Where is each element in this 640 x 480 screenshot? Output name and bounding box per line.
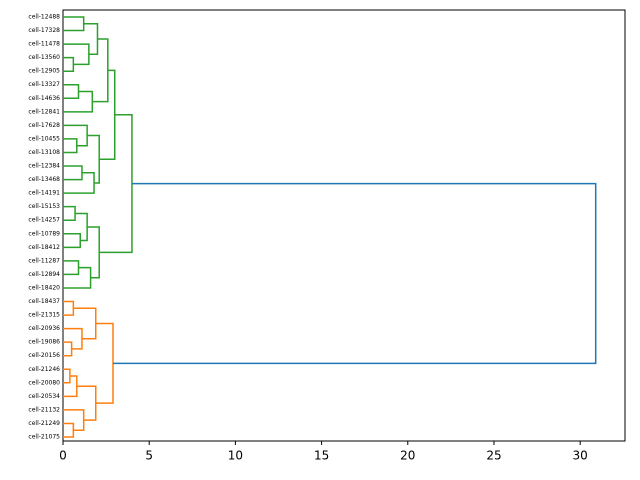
leaf-label: cell-12894 bbox=[28, 271, 60, 278]
link bbox=[63, 341, 73, 357]
x-tick-label: 30 bbox=[573, 449, 588, 463]
link bbox=[76, 385, 97, 421]
leaf-label: cell-18412 bbox=[28, 244, 60, 251]
link bbox=[63, 16, 85, 32]
leaf-label: cell-11478 bbox=[28, 41, 60, 48]
link bbox=[63, 56, 75, 72]
leaf-label: cell-12384 bbox=[28, 163, 60, 170]
link bbox=[99, 114, 133, 254]
link bbox=[87, 226, 100, 279]
x-tick-label: 20 bbox=[400, 449, 415, 463]
leaf-label: cell-12905 bbox=[28, 68, 60, 75]
leaf-label: cell-12488 bbox=[28, 14, 60, 21]
link bbox=[95, 322, 114, 404]
leaf-label: cell-13560 bbox=[28, 54, 60, 61]
link bbox=[75, 212, 88, 242]
link bbox=[63, 375, 78, 398]
leaf-label: cell-21249 bbox=[28, 420, 60, 427]
link bbox=[63, 43, 90, 66]
leaf-label: cell-14636 bbox=[28, 95, 60, 102]
leaf-label: cell-10455 bbox=[28, 135, 60, 142]
leaf-label: cell-21132 bbox=[28, 406, 60, 413]
link bbox=[63, 327, 83, 350]
leaf-label: cell-13468 bbox=[28, 176, 60, 183]
link bbox=[92, 38, 109, 103]
link bbox=[63, 90, 94, 113]
leaf-label: cell-21075 bbox=[28, 434, 60, 441]
link bbox=[63, 422, 75, 438]
link bbox=[112, 182, 597, 365]
link bbox=[63, 205, 76, 221]
link bbox=[99, 69, 116, 161]
leaf-label: cell-21315 bbox=[28, 312, 60, 319]
leaf-label: cell-13327 bbox=[28, 81, 60, 88]
leaf-label: cell-12841 bbox=[28, 108, 60, 115]
link bbox=[83, 23, 99, 56]
link bbox=[63, 172, 95, 194]
link bbox=[63, 138, 78, 154]
leaf-label: cell-19086 bbox=[28, 339, 60, 346]
leaf-label: cell-21246 bbox=[28, 366, 60, 373]
x-tick-label: 15 bbox=[314, 449, 329, 463]
x-tick-label: 0 bbox=[59, 449, 67, 463]
x-tick-label: 5 bbox=[145, 449, 153, 463]
link bbox=[63, 83, 80, 100]
link bbox=[63, 409, 85, 431]
leaf-label: cell-15153 bbox=[28, 203, 60, 210]
leaf-label: cell-13108 bbox=[28, 149, 60, 156]
leaf-label: cell-20534 bbox=[28, 393, 60, 400]
link bbox=[63, 300, 75, 316]
axes-frame bbox=[62, 9, 626, 442]
leaf-label: cell-17628 bbox=[28, 122, 60, 129]
leaf-label: cell-20080 bbox=[28, 379, 60, 386]
link bbox=[63, 260, 80, 276]
leaf-label: cell-10789 bbox=[28, 230, 60, 237]
link bbox=[63, 124, 88, 147]
link bbox=[63, 266, 92, 289]
leaf-label: cell-18437 bbox=[28, 298, 60, 305]
link bbox=[63, 368, 71, 384]
link bbox=[73, 307, 97, 340]
leaf-label: cell-14191 bbox=[28, 190, 60, 197]
link bbox=[87, 134, 100, 184]
leaf-label: cell-18420 bbox=[28, 284, 60, 291]
leaf-label: cell-20936 bbox=[28, 325, 60, 332]
leaf-label: cell-14257 bbox=[28, 217, 60, 224]
x-tick-label: 10 bbox=[228, 449, 243, 463]
link bbox=[63, 233, 81, 249]
leaf-label: cell-11287 bbox=[28, 257, 60, 264]
leaf-label: cell-20156 bbox=[28, 352, 60, 359]
leaf-label: cell-17328 bbox=[28, 27, 60, 34]
link bbox=[63, 165, 83, 181]
x-tick-label: 25 bbox=[486, 449, 501, 463]
